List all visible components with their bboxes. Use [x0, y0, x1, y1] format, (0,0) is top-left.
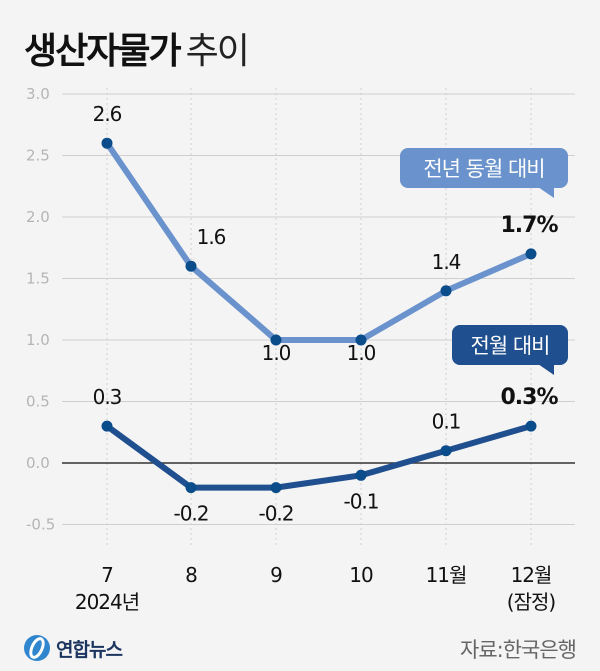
- x-tick-label: 9: [270, 563, 282, 587]
- data-label: 1.0: [347, 341, 376, 365]
- x-tick-label: 7: [101, 563, 113, 587]
- y-tick-label: 0.5: [26, 393, 50, 411]
- x-tick-label: 12월: [511, 563, 552, 587]
- series-tag-box: [400, 148, 568, 188]
- data-label: 0.3%: [500, 385, 558, 410]
- yonhap-logo-icon: [24, 635, 50, 661]
- x-tick-label: 11월: [426, 563, 467, 587]
- y-tick-label: 1.5: [26, 270, 50, 288]
- title-light: 추이: [185, 31, 250, 72]
- series-line-mom: [105, 423, 532, 491]
- data-point: [101, 420, 113, 432]
- series-tag-box: [452, 325, 568, 365]
- data-point: [185, 260, 197, 272]
- data-point: [355, 334, 367, 346]
- title-bold: 생산자물가: [24, 31, 182, 72]
- data-label: 2.6: [93, 102, 122, 126]
- x-tick-label: 10: [349, 563, 373, 587]
- y-tick-label: 2.5: [26, 147, 50, 165]
- series-tag-label: 전년 동월 대비: [423, 157, 544, 181]
- data-point: [355, 469, 367, 481]
- data-label: 1.7%: [500, 213, 558, 238]
- data-point: [270, 334, 282, 346]
- logo-text: 연합뉴스: [56, 638, 123, 661]
- y-tick-label: 1.0: [26, 331, 50, 349]
- data-point: [101, 137, 113, 149]
- data-label: -0.1: [343, 489, 378, 513]
- chart-title: 생산자물가 추이: [24, 22, 250, 74]
- data-label: -0.2: [173, 502, 208, 526]
- yonhap-logo: 연합뉴스: [22, 633, 123, 663]
- data-point: [270, 482, 282, 494]
- series-tag-label: 전월 대비: [471, 334, 550, 358]
- series-tag-pointer: [538, 187, 554, 198]
- data-point: [525, 248, 537, 260]
- data-label: 1.0: [262, 341, 291, 365]
- data-point: [440, 285, 452, 297]
- source-note: 자료:한국은행: [460, 638, 577, 662]
- series-tag-pointer: [538, 364, 554, 375]
- data-label: 0.3: [93, 385, 122, 409]
- y-tick-label: 3.0: [26, 85, 50, 103]
- data-label: 0.1: [432, 410, 461, 434]
- data-point: [440, 445, 452, 457]
- x-tick-sublabel: 2024년: [75, 590, 139, 614]
- data-label: 1.6: [197, 225, 226, 249]
- data-point: [525, 420, 537, 432]
- data-label: 1.4: [432, 250, 461, 274]
- x-tick-sublabel: (잠정): [507, 590, 556, 614]
- x-tick-label: 8: [185, 563, 197, 587]
- series-line-yoy: [104, 141, 533, 343]
- y-tick-label: 0.0: [26, 454, 50, 472]
- data-point: [185, 482, 197, 494]
- y-tick-label: 2.0: [26, 208, 50, 226]
- y-tick-label: -0.5: [26, 516, 55, 534]
- data-label: -0.2: [258, 502, 293, 526]
